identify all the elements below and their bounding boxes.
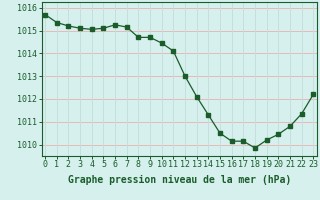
X-axis label: Graphe pression niveau de la mer (hPa): Graphe pression niveau de la mer (hPa)	[68, 175, 291, 185]
